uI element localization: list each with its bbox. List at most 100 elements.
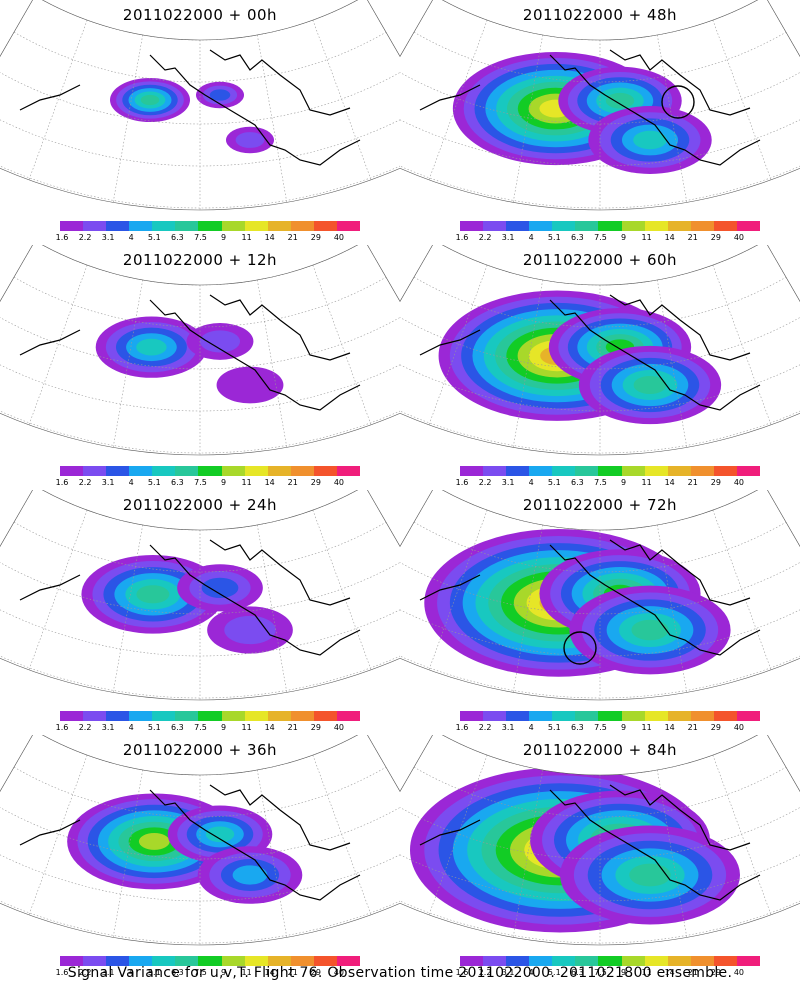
colorbar-tick-label: 14 <box>664 233 675 242</box>
colorbar-tick-label: 40 <box>733 233 745 242</box>
colorbar-tick-label: 29 <box>310 968 321 977</box>
colorbar-swatch <box>198 956 223 966</box>
colorbar-tick-label: 11 <box>641 968 652 977</box>
colorbar-tick-label: 4 <box>128 478 134 487</box>
colorbar-swatch <box>736 711 761 721</box>
colorbar-tick-label: 6.3 <box>571 233 584 242</box>
colorbar-tick-label: 7.5 <box>194 233 207 242</box>
colorbar-tick-label: 21 <box>687 233 698 242</box>
colorbar-tick-label: 2.2 <box>478 968 492 977</box>
variance-map <box>0 245 400 456</box>
colorbar-swatch <box>621 466 646 476</box>
colorbar-swatch <box>313 221 338 231</box>
map-border <box>0 735 400 946</box>
latitude-line <box>0 839 400 902</box>
colorbar: 1.6 2.2 3.1 4 5.1 6.3 7.5 9 11 14 21 29 40 <box>456 956 761 977</box>
longitude-line <box>112 34 143 203</box>
colorbar-tick-label: 11 <box>241 723 252 732</box>
longitude-line <box>657 279 688 448</box>
colorbar-tick-label: 6.3 <box>571 968 584 977</box>
colorbar-tick-label: 11 <box>241 233 252 242</box>
variance-map <box>0 735 400 946</box>
longitude-line <box>312 754 372 915</box>
colorbar-tick-label: 5.1 <box>547 968 561 977</box>
colorbar-swatch <box>106 221 130 231</box>
colorbar-tick-label: 9 <box>620 968 627 977</box>
colorbar-swatch <box>336 221 361 231</box>
longitude-line <box>112 524 143 693</box>
colorbar-tick-label: 3.1 <box>501 723 515 732</box>
colorbar-tick-label: 40 <box>733 478 745 487</box>
colorbar-tick-label: 9 <box>220 968 227 977</box>
latitude-line <box>0 594 400 657</box>
colorbar-swatch <box>60 221 84 231</box>
longitude-line <box>112 769 143 938</box>
colorbar-swatch <box>506 466 530 476</box>
longitude-line <box>112 279 143 448</box>
variance-contour <box>138 832 170 850</box>
colorbar-swatch <box>483 466 507 476</box>
forecast-panel: 2011022000 + 00h 1.6 2.2 3.1 4 5.1 6.3 7.5 9 11 14… <box>0 0 400 245</box>
colorbar-tick-label: 1.6 <box>55 723 69 732</box>
colorbar-swatch <box>152 221 176 231</box>
colorbar-swatch <box>529 956 553 966</box>
colorbar-swatch <box>175 466 199 476</box>
colorbar-tick-label: 5.1 <box>547 723 561 732</box>
coastline <box>419 49 761 166</box>
colorbar-tick-label: 1.6 <box>455 233 469 242</box>
colorbar-tick-label: 1.6 <box>55 478 69 487</box>
colorbar-tick-label: 1.6 <box>455 478 469 487</box>
longitude-line <box>712 264 772 425</box>
colorbar-tick-label: 21 <box>687 723 698 732</box>
colorbar-swatch <box>506 221 530 231</box>
variance-contour <box>209 89 231 101</box>
map-border <box>400 735 800 946</box>
colorbar-tick-label: 14 <box>664 478 675 487</box>
variance-contour <box>216 366 284 404</box>
colorbar-tick-label: 9 <box>220 723 227 732</box>
colorbar-swatch <box>106 711 130 721</box>
colorbar-tick-label: 14 <box>264 968 275 977</box>
variance-field <box>400 0 800 210</box>
longitude-line <box>657 524 688 693</box>
panel-title: 2011022000 + 00h <box>122 6 278 24</box>
variance-contour <box>232 865 268 885</box>
colorbar-swatch <box>690 466 715 476</box>
colorbar-swatch <box>460 466 484 476</box>
colorbar-swatch <box>552 711 576 721</box>
colorbar-swatch <box>60 711 84 721</box>
variance-contour <box>140 94 160 106</box>
colorbar-swatch <box>106 956 130 966</box>
colorbar-swatch <box>575 221 599 231</box>
colorbar-tick-label: 11 <box>241 478 252 487</box>
colorbar-swatch <box>290 711 315 721</box>
latitude-line <box>0 141 400 209</box>
panel-title: 2011022000 + 84h <box>522 741 678 759</box>
forecast-panel: 2011022000 + 72h 1.6 2.2 3.1 4 5.1 6.3 7.5 9 11 14… <box>400 490 800 735</box>
panel-title: 2011022000 + 24h <box>122 496 278 514</box>
colorbar-tick-label: 11 <box>641 723 652 732</box>
colorbar-tick-label: 14 <box>264 233 275 242</box>
variance-map <box>400 245 800 456</box>
colorbar-swatch <box>483 221 507 231</box>
colorbar-swatch <box>244 466 269 476</box>
longitude-line <box>712 509 772 670</box>
colorbar-swatch <box>290 956 315 966</box>
variance-map <box>400 735 800 946</box>
colorbar-tick-label: 3.1 <box>501 233 515 242</box>
longitude-line <box>28 754 88 915</box>
colorbar-tick-label: 6.3 <box>571 723 584 732</box>
variance-contour <box>629 863 671 887</box>
longitude-line <box>312 264 372 425</box>
panel-title: 2011022000 + 36h <box>122 741 278 759</box>
colorbar-tick-label: 4 <box>528 478 534 487</box>
colorbar-tick-label: 2.2 <box>478 478 492 487</box>
latitude-line <box>400 558 800 615</box>
latitude-line <box>0 876 400 944</box>
coastline <box>19 294 361 411</box>
colorbar-tick-label: 7.5 <box>194 723 207 732</box>
colorbar-tick-label: 14 <box>264 723 275 732</box>
colorbar-swatch <box>644 711 669 721</box>
colorbar-swatch <box>175 711 199 721</box>
colorbar-swatch <box>267 711 292 721</box>
